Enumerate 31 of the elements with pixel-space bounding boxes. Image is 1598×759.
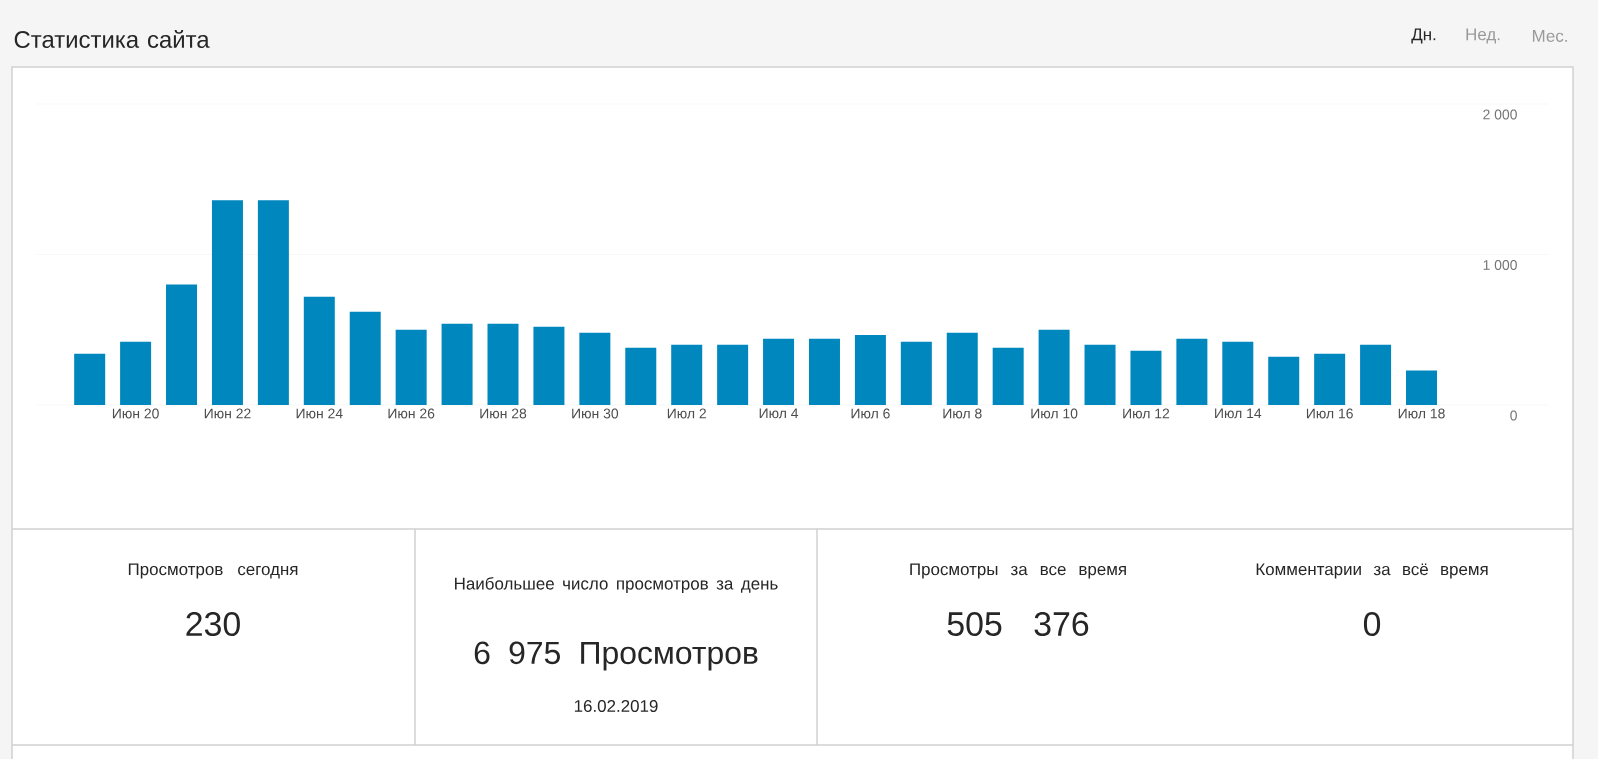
x-tick-label: Июл 18 <box>1398 408 1445 419</box>
x-tick-label: Июн 22 <box>204 408 251 419</box>
x-tick-label: Июл 2 <box>667 408 706 419</box>
text: 230 <box>186 612 240 636</box>
text: Просмотры за все время <box>910 563 1126 579</box>
x-tick-label: Июл 8 <box>943 408 982 419</box>
chart-title: Статистика сайта <box>14 30 210 48</box>
x-tick-label: Июл 6 <box>851 408 890 419</box>
text: Мес. <box>1532 30 1567 42</box>
y-tick-label: 1 000 <box>1483 260 1517 270</box>
text: 0 <box>1363 612 1381 636</box>
text: Комментарии за всё время <box>1256 563 1488 579</box>
text: Наибольшее число просмотров за день <box>455 577 778 593</box>
text: Просмотров сегодня <box>128 563 298 579</box>
x-tick-label: Июл 12 <box>1123 408 1170 419</box>
x-tick-label: Июн 28 <box>480 408 527 419</box>
text: 505 376 <box>947 612 1089 636</box>
text: Нед. <box>1466 28 1500 44</box>
y-tick-label: 0 <box>1510 410 1517 421</box>
text: Дн. <box>1411 28 1436 44</box>
x-tick-label: Июн 20 <box>112 408 159 419</box>
x-tick-label: Июл 10 <box>1031 408 1078 419</box>
x-tick-label: Июл 14 <box>1215 408 1262 419</box>
x-tick-label: Июн 24 <box>296 408 343 419</box>
y-tick-label: 2 000 <box>1483 109 1517 120</box>
x-tick-label: Июн 30 <box>572 408 619 419</box>
x-tick-label: Июл 16 <box>1306 408 1353 419</box>
text: 16.02.2019 <box>574 700 658 713</box>
x-tick-label: Июн 26 <box>388 408 435 419</box>
x-tick-label: Июл 4 <box>759 408 799 419</box>
text: 6 975 Просмотров <box>474 641 758 671</box>
